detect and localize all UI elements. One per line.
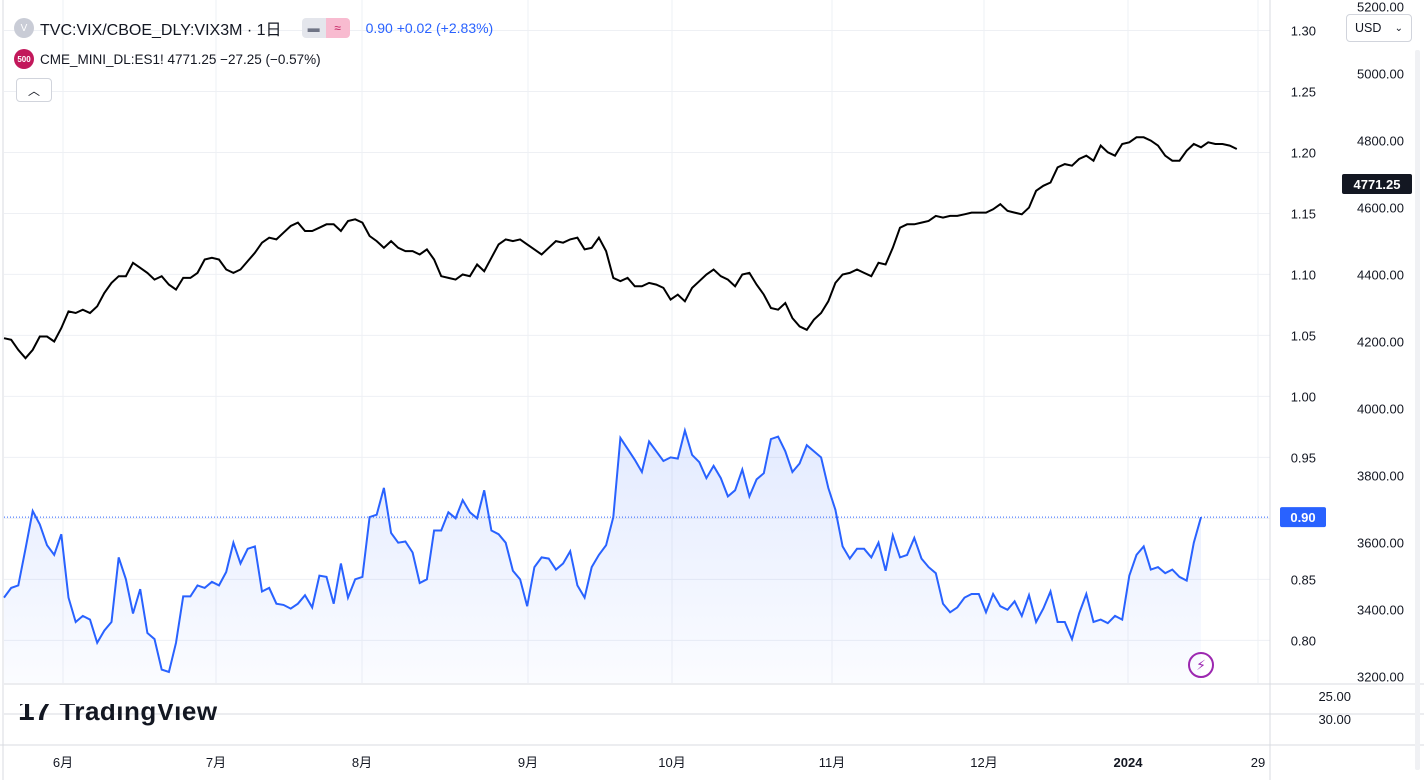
scrollbar-track[interactable]	[1415, 50, 1420, 770]
left-scale-tick-label: 0.95	[1291, 450, 1316, 465]
es-last-value-label: 4771.25	[1354, 177, 1401, 192]
right-scale-tick-label: 4800.00	[1357, 134, 1404, 149]
x-tick-label: 11月	[819, 755, 846, 770]
left-scale-tick-label: 0.80	[1291, 633, 1316, 648]
legend-controls: ▬ ≈	[301, 18, 350, 38]
left-scale-tick-label: 1.20	[1291, 145, 1316, 160]
legend-primary-title[interactable]: TVC:VIX/CBOE_DLY:VIX3M · 1日	[40, 22, 282, 39]
logo-text: TradingView	[59, 704, 218, 726]
chevron-down-icon: ⌄	[1394, 22, 1403, 34]
approx-icon[interactable]: ≈	[325, 18, 350, 38]
symbol-badge-vix: V	[14, 18, 34, 38]
left-scale-tick-label: 0.85	[1291, 572, 1316, 587]
lower-pane-tick-label: 30.00	[1318, 712, 1351, 727]
symbol-badge-es: 500	[14, 49, 34, 69]
right-scale-tick-label: 4400.00	[1357, 268, 1404, 283]
right-scale-tick-label: 4000.00	[1357, 401, 1404, 416]
left-scale-tick-label: 1.05	[1291, 328, 1316, 343]
right-scale-tick-label: 3800.00	[1357, 468, 1404, 483]
x-tick-label: 6月	[53, 755, 73, 770]
x-tick-label: 29	[1251, 755, 1265, 770]
right-scale-tick-label: 5200.00	[1357, 0, 1404, 15]
currency-label: USD	[1355, 21, 1382, 35]
x-tick-label: 9月	[518, 755, 538, 770]
right-scale-tick-label: 4600.00	[1357, 201, 1404, 216]
ratio-area-fill	[4, 430, 1201, 683]
legend-secondary[interactable]: 500 CME_MINI_DL:ES1! 4771.25 −27.25 (−0.…	[14, 49, 321, 69]
x-tick-label: 2024	[1114, 755, 1144, 770]
collapse-legend-button[interactable]: ︿	[16, 78, 52, 102]
ratio-line	[3, 426, 1202, 674]
left-scale-tick-label: 1.25	[1291, 84, 1316, 99]
x-tick-label: 12月	[970, 755, 997, 770]
x-tick-label: 8月	[352, 755, 372, 770]
es-last-value-box	[1342, 174, 1412, 194]
left-scale-tick-label: 1.30	[1291, 23, 1316, 38]
logo-mark: 17	[18, 704, 52, 727]
legend-primary[interactable]: V TVC:VIX/CBOE_DLY:VIX3M · 1日 ▬ ≈ 0.90 +…	[14, 16, 493, 40]
right-scale-tick-label: 3400.00	[1357, 602, 1404, 617]
legend-primary-values: 0.90 +0.02 (+2.83%)	[365, 20, 494, 36]
x-tick-label: 7月	[206, 755, 226, 770]
right-scale-tick-label: 3600.00	[1357, 535, 1404, 550]
right-scale-tick-label: 3200.00	[1357, 669, 1404, 684]
ratio-last-value-box	[1280, 507, 1326, 528]
legend-secondary-text: CME_MINI_DL:ES1! 4771.25 −27.25 (−0.57%)	[40, 51, 321, 67]
es-line	[3, 136, 1238, 360]
tradingview-logo[interactable]: 17 TradingView	[18, 704, 228, 728]
chevron-up-icon: ︿	[27, 83, 40, 98]
eye-off-icon[interactable]: ▬	[301, 18, 326, 38]
currency-button[interactable]: USD ⌄	[1346, 14, 1412, 42]
lower-pane-tick-label: 25.00	[1318, 689, 1351, 704]
ratio-last-value-label: 0.90	[1290, 510, 1315, 525]
right-scale-tick-label: 5000.00	[1357, 67, 1404, 82]
right-scale-tick-label: 4200.00	[1357, 335, 1404, 350]
x-tick-label: 10月	[658, 755, 685, 770]
lightning-icon[interactable]: ⚡	[1188, 652, 1214, 678]
left-scale-tick-label: 1.10	[1291, 267, 1316, 282]
left-scale-tick-label: 1.00	[1291, 389, 1316, 404]
left-scale-tick-label: 1.15	[1291, 206, 1316, 221]
